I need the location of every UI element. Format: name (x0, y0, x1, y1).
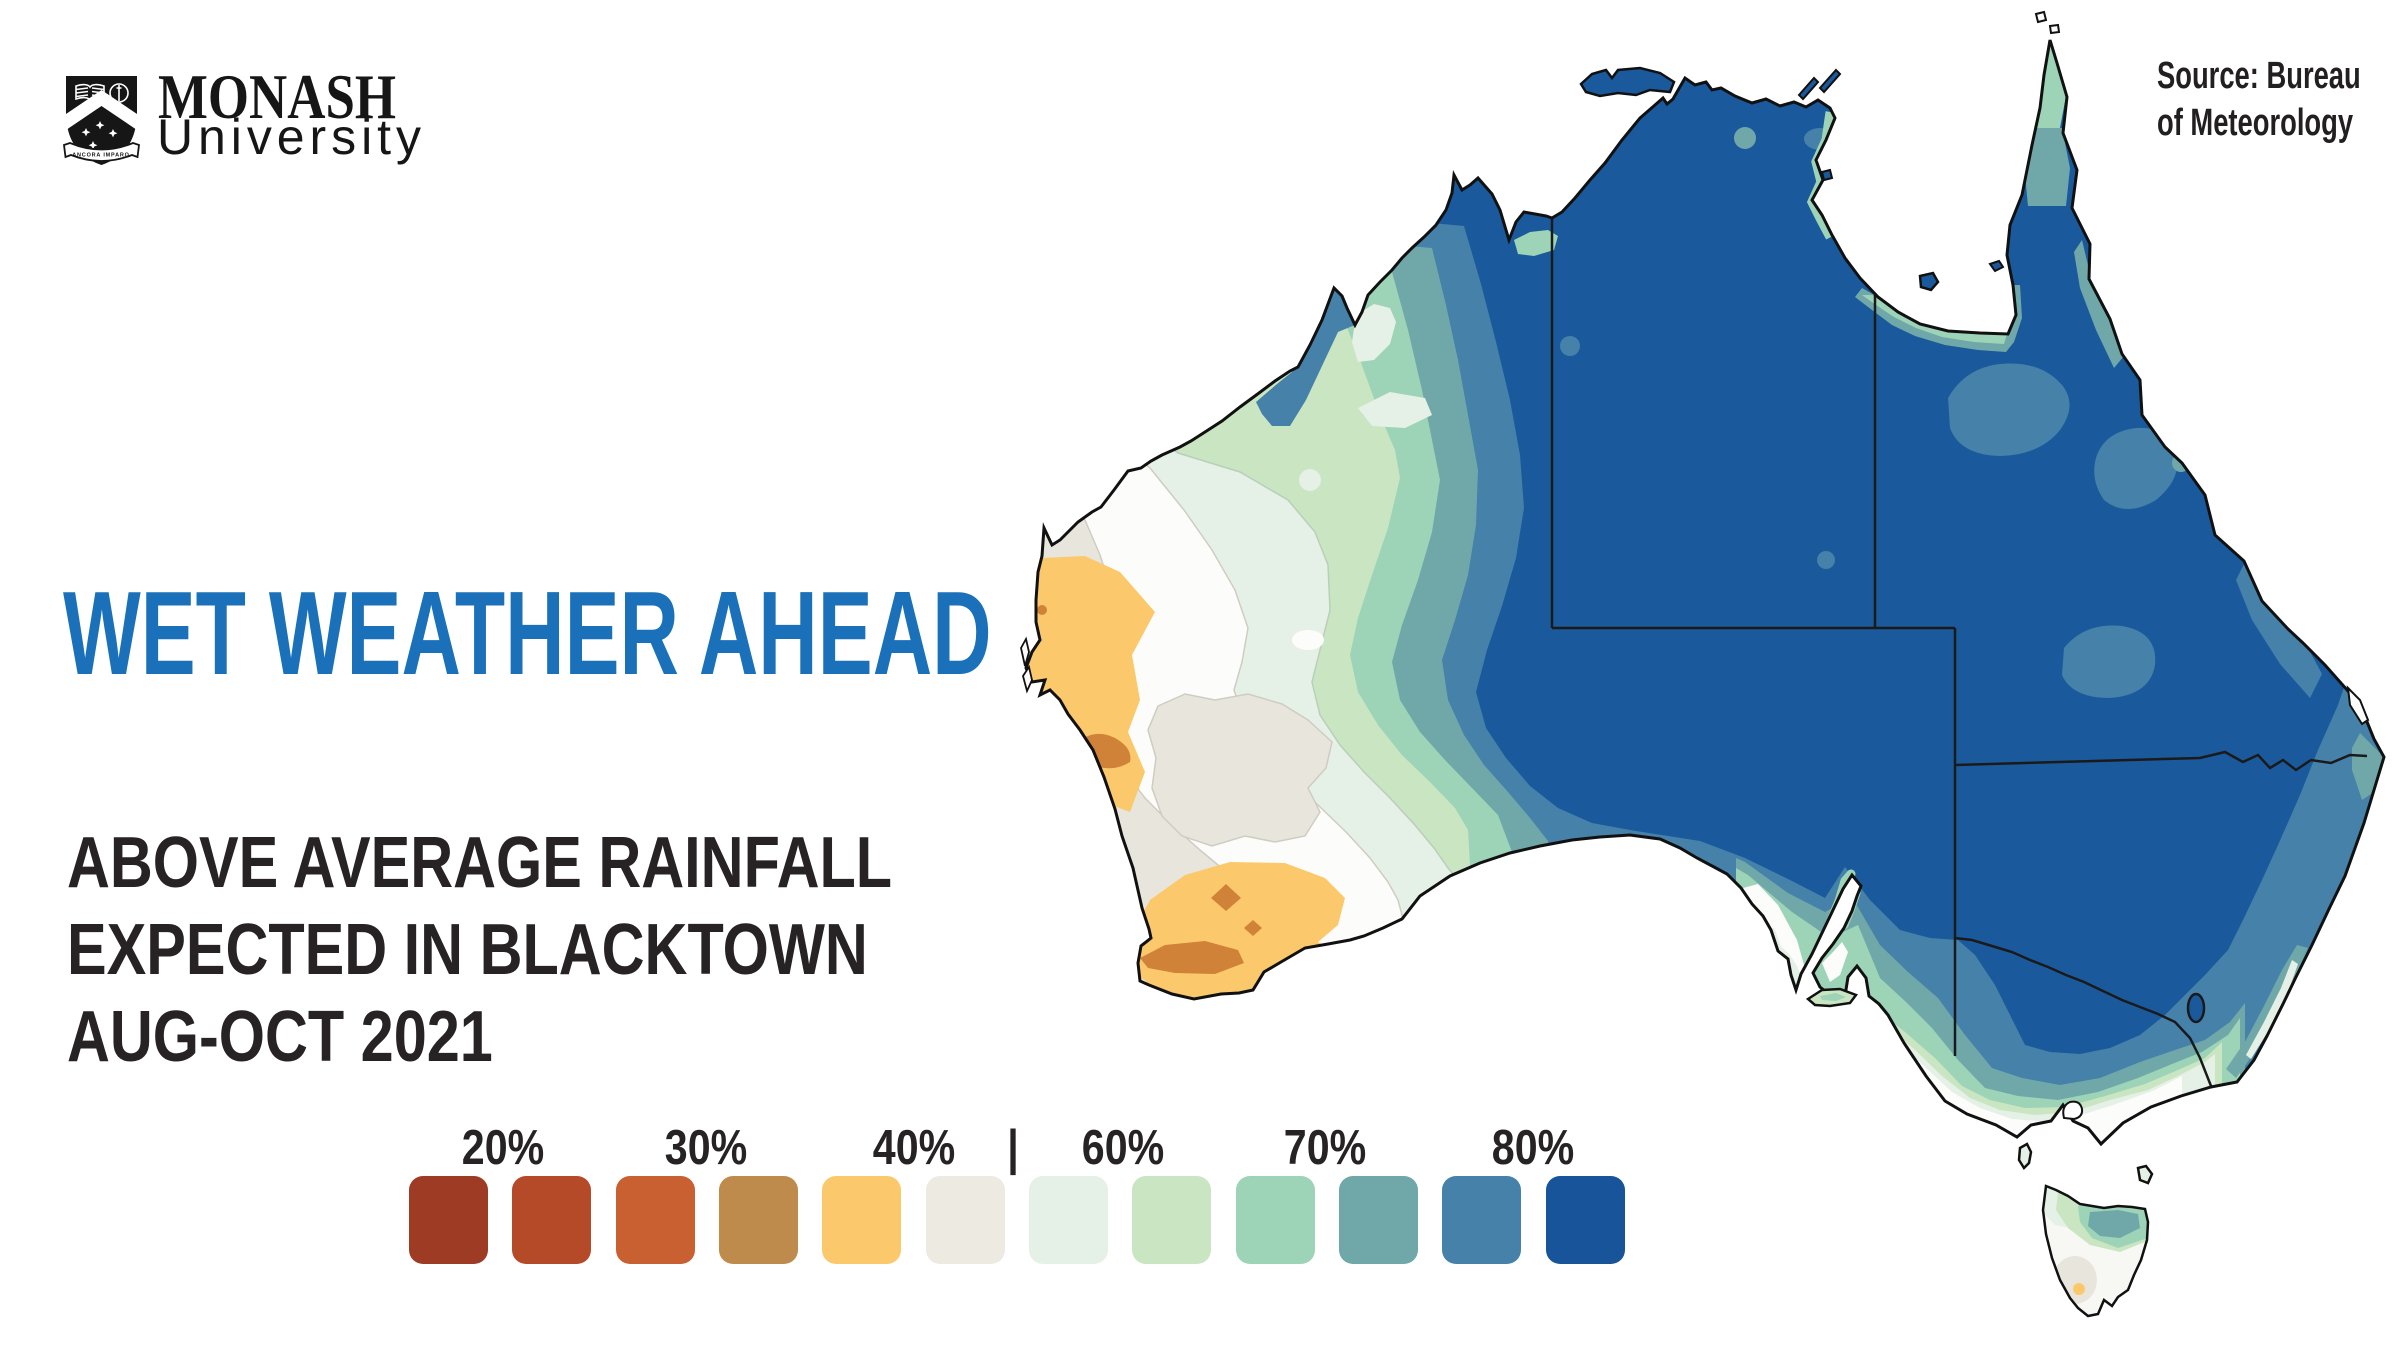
svg-text:University: University (157, 109, 421, 165)
svg-text:ANCORA IMPARO: ANCORA IMPARO (72, 153, 129, 159)
svg-text:MONASH: MONASH (158, 61, 396, 132)
